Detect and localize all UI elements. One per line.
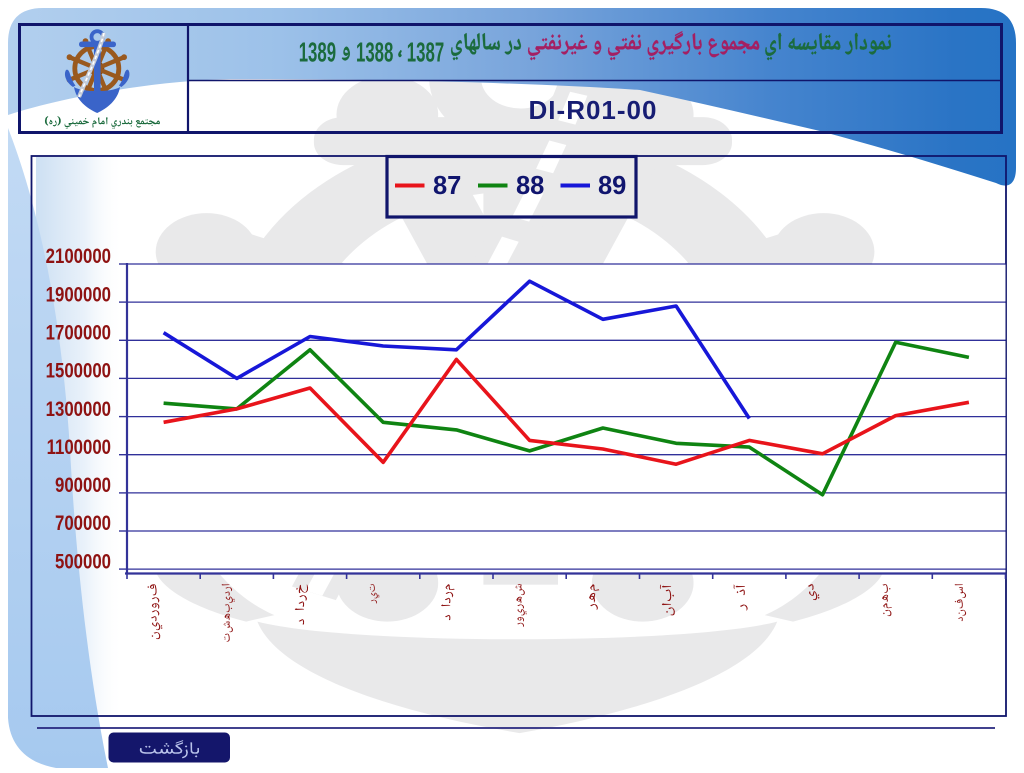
svg-text:1100000: 1100000: [47, 436, 111, 459]
svg-text:700000: 700000: [55, 513, 111, 536]
svg-text:1300000: 1300000: [46, 398, 111, 421]
svg-text:DI-R01-00: DI-R01-00: [529, 95, 658, 125]
svg-text:89: 89: [598, 172, 626, 200]
svg-text:1389: 1389: [299, 36, 336, 68]
svg-text:2100000: 2100000: [46, 246, 111, 269]
svg-text:88: 88: [516, 172, 544, 200]
svg-text:1387: 1387: [407, 36, 444, 68]
svg-text:1700000: 1700000: [46, 322, 111, 345]
svg-text:87: 87: [433, 172, 461, 200]
svg-text:1388: 1388: [356, 36, 393, 68]
svg-text:1900000: 1900000: [46, 284, 111, 307]
svg-text:500000: 500000: [55, 551, 111, 574]
svg-text:900000: 900000: [55, 474, 111, 497]
svg-text:1500000: 1500000: [46, 360, 111, 383]
